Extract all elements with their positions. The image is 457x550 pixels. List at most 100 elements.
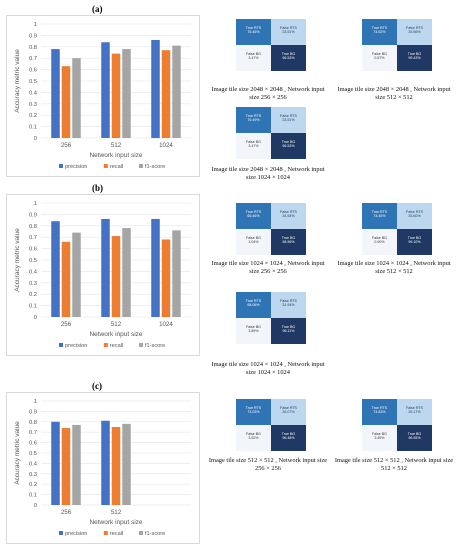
cm-cell-label: True BG <box>281 325 296 329</box>
cm-cell-tn: True BG 99.43% <box>397 45 432 71</box>
bar-recall <box>61 66 71 138</box>
cm-cell-tp: True RTS 76.49% <box>236 107 271 133</box>
bar-f1-score <box>122 423 131 505</box>
cm-cell-fn: False BG 0.90% <box>362 229 397 255</box>
cm-cell-value: 74.83% <box>373 410 386 415</box>
cm-cell-fp: False RTS 25.56% <box>397 19 432 45</box>
cm-cell-value: 99.43% <box>408 56 421 61</box>
y-tick-label: 0 <box>34 315 37 321</box>
x-tick-label: 256 <box>61 509 72 516</box>
legend-label-f1-score: f1-score <box>145 531 165 537</box>
y-tick-label: 1 <box>34 22 37 28</box>
cm-cell-label: True BG <box>281 140 296 144</box>
cm-cell-value: 25.17% <box>408 410 421 415</box>
y-tick-label: 0.3 <box>29 102 37 108</box>
caption-a-1024: Image tile size 2048 × 2048 , Network in… <box>211 166 325 181</box>
cm-cell-value: 3.47% <box>248 144 259 149</box>
cm-cell-label: False RTS <box>280 114 297 118</box>
confusion-matrix-a-1024: True RTS 76.49% False RTS 23.51% False BG 3.4… <box>236 107 306 159</box>
y-tick-label: 0.5 <box>29 258 37 264</box>
confusion-matrix-c-256: True RTS 73.03% False RTS 26.07% False BG 3.5… <box>236 399 306 451</box>
cm-cell-label: False RTS <box>406 406 423 410</box>
caption-b-256: Image tile size 1024 × 1024 , Network in… <box>211 260 325 275</box>
x-tick-label: 512 <box>111 509 122 516</box>
bar-chart-c-svg: 0 0.1 0.2 0.3 0.4 0.5 0.6 0.7 0.8 0.9 1 Accuracy me… <box>14 399 191 537</box>
cm-cell-value: 73.03% <box>247 410 260 415</box>
legend-label-precision: precision <box>65 531 87 537</box>
bar-chart-a: 0 0.1 0.2 0.3 0.4 0.5 0.6 0.7 0.8 0.9 1 Accuracy me… <box>6 15 200 177</box>
cm-cell-label: True RTS <box>245 406 262 410</box>
legend-swatch-precision <box>59 164 63 168</box>
cm-cell-value: 23.51% <box>282 118 295 123</box>
bar-precision <box>101 218 110 317</box>
cm-cell-tp: True RTS 74.45% <box>362 203 397 229</box>
x-tick-label: 1024 <box>159 321 173 328</box>
y-axis-label: Accuracy metric value <box>14 421 21 485</box>
bar-recall <box>111 236 121 317</box>
cm-cell-value: 31.94% <box>282 303 295 308</box>
cm-cell-label: False RTS <box>280 299 297 303</box>
bar-recall <box>111 53 121 138</box>
y-tick-label: 0.1 <box>29 304 37 310</box>
cm-cell-fp: False RTS 23.51% <box>271 19 306 45</box>
cm-cell-value: 0.90% <box>374 240 385 245</box>
cm-cell-value: 98.96% <box>282 240 295 245</box>
cm-cell-fn: False BG 3.47% <box>236 45 271 71</box>
cm-cell-value: 74.45% <box>373 214 386 219</box>
legend-swatch-f1-score <box>139 343 143 347</box>
confusion-matrix-b-1024: True RTS 68.06% False RTS 31.94% False BG 3.8… <box>236 292 306 344</box>
legend-label-f1-score: f1-score <box>145 164 165 170</box>
bar-precision <box>151 39 160 138</box>
cm-cell-value: 76.49% <box>247 118 260 123</box>
cm-cell-tn: True BG 96.11% <box>271 318 306 344</box>
y-tick-label: 0.5 <box>29 79 37 85</box>
y-tick-label: 0.7 <box>29 235 37 241</box>
cm-cell-value: 3.52% <box>248 436 259 441</box>
cm-cell-label: False BG <box>246 236 261 240</box>
legend-label-precision: precision <box>65 343 87 349</box>
y-tick-label: 1 <box>34 201 37 207</box>
cm-cell-fn: False BG 3.47% <box>236 133 271 159</box>
y-tick-label: 0.1 <box>29 493 37 499</box>
y-tick-label: 0.7 <box>29 430 37 436</box>
cm-cell-label: False BG <box>246 325 261 329</box>
cm-cell-fn: False BG 1.04% <box>236 229 271 255</box>
cm-cell-label: False BG <box>246 432 261 436</box>
panel-label-b: (b) <box>92 183 103 193</box>
cm-cell-value: 25.60% <box>408 214 421 219</box>
legend-label-f1-score: f1-score <box>145 343 165 349</box>
confusion-matrix-b-512: True RTS 74.45% False RTS 25.60% False BG 0.9… <box>362 203 432 255</box>
x-tick-label: 256 <box>61 321 72 328</box>
y-tick-label: 0.3 <box>29 281 37 287</box>
panel-label-c: (c) <box>92 381 102 391</box>
cm-cell-value: 99.10% <box>408 240 421 245</box>
bar-recall <box>61 241 71 317</box>
cm-cell-fp: False RTS 31.94% <box>271 292 306 318</box>
cm-cell-label: False RTS <box>406 210 423 214</box>
x-axis-label: Network input size <box>89 519 142 526</box>
cm-cell-value: 23.51% <box>282 30 295 35</box>
y-axis-label: Accuracy metric value <box>14 228 21 292</box>
legend-swatch-recall <box>103 343 108 347</box>
y-tick-label: 0.9 <box>29 33 37 39</box>
y-axis-label: Accuracy metric value <box>14 49 21 113</box>
cm-cell-label: False RTS <box>280 406 297 410</box>
y-tick-label: 0.6 <box>29 247 37 253</box>
cm-cell-fp: False RTS 25.60% <box>397 203 432 229</box>
legend-swatch-recall <box>103 531 108 535</box>
legend-swatch-recall <box>103 164 108 168</box>
caption-c-256: Image tile size 512 × 512 , Network inpu… <box>208 457 328 472</box>
cm-cell-value: 26.07% <box>282 410 295 415</box>
cm-cell-tn: True BG 98.96% <box>271 229 306 255</box>
caption-a-512: Image tile size 2048 × 2048 , Network in… <box>337 86 451 101</box>
y-tick-label: 0.8 <box>29 224 37 230</box>
cm-cell-label: False RTS <box>406 26 423 30</box>
bar-recall <box>61 428 71 505</box>
bar-precision <box>51 49 60 138</box>
cm-cell-value: 96.53% <box>282 144 295 149</box>
bar-chart-a-svg: 0 0.1 0.2 0.3 0.4 0.5 0.6 0.7 0.8 0.9 1 Accuracy me… <box>14 22 191 170</box>
confusion-matrix-a-256: True RTS 76.45% False RTS 23.51% False BG 3.4… <box>236 19 306 71</box>
cm-cell-tn: True BG 96.55% <box>397 425 432 451</box>
legend-label-precision: precision <box>65 164 87 170</box>
cm-cell-fp: False RTS 23.51% <box>271 107 306 133</box>
